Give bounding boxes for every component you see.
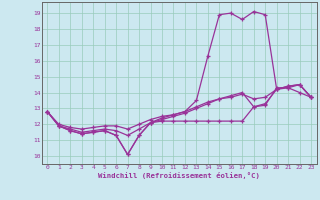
X-axis label: Windchill (Refroidissement éolien,°C): Windchill (Refroidissement éolien,°C) <box>98 172 260 179</box>
